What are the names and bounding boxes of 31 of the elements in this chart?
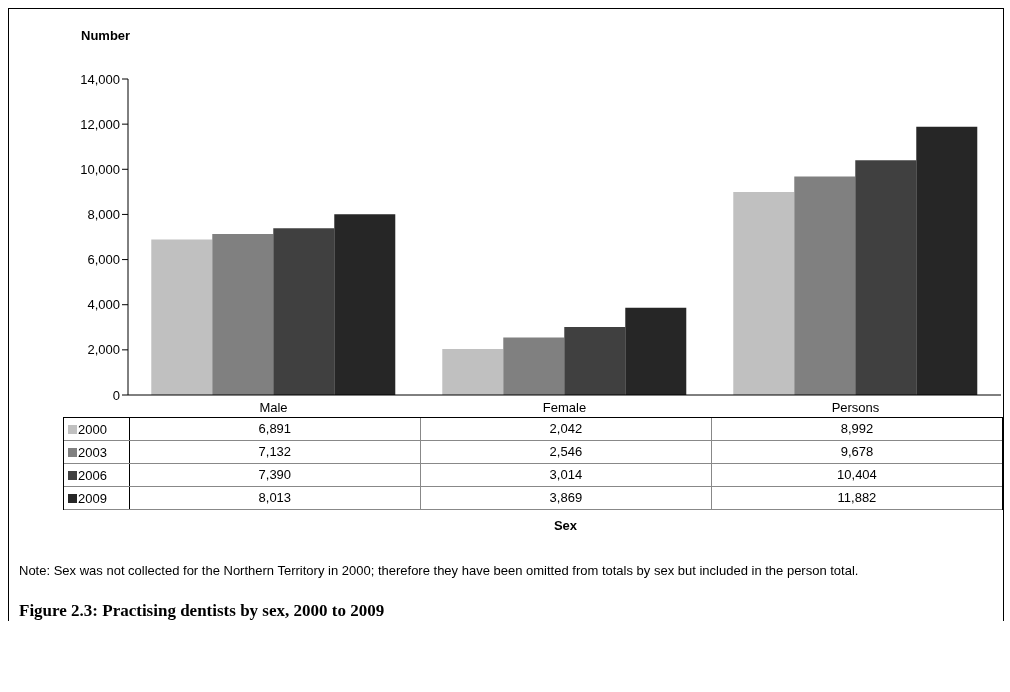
text: Note: Sex was not collected for the Northern Territory in 2000; therefore they have been omitted from totals by sex but included in the person total. bbox=[19, 562, 860, 580]
legend-label: 2000 bbox=[78, 421, 107, 437]
data-label: 9,678 bbox=[839, 443, 875, 461]
legend-label: 2006 bbox=[78, 467, 107, 483]
x-tick-label: Female bbox=[542, 400, 587, 416]
data-label: 8,013 bbox=[129, 487, 421, 509]
data-label: 3,869 bbox=[420, 487, 712, 509]
y-tick-label: 8,000 bbox=[87, 207, 120, 223]
legend-label: 2009 bbox=[78, 490, 107, 506]
y-tick-label: 14,000 bbox=[80, 71, 120, 87]
data-label: 3,014 bbox=[420, 464, 712, 486]
data-label: 10,404 bbox=[836, 466, 878, 484]
data-label: 7,390 bbox=[129, 464, 421, 486]
data-label: 7,132 bbox=[129, 441, 421, 463]
y-tick-label: 10,000 bbox=[80, 161, 120, 177]
data-label: 2,042 bbox=[420, 418, 712, 440]
y-tick-label: 6,000 bbox=[87, 252, 120, 268]
data-label: 6,891 bbox=[129, 418, 421, 440]
y-tick-label: 2,000 bbox=[87, 342, 120, 358]
x-tick-label: Male bbox=[259, 400, 288, 416]
y-tick-label: 0 bbox=[112, 387, 120, 403]
legend-label: 2003 bbox=[78, 444, 107, 460]
y-tick-label: 4,000 bbox=[87, 297, 120, 313]
text: Sex bbox=[552, 518, 579, 533]
data-label: 11,882 bbox=[836, 489, 878, 507]
y-axis-title: Number bbox=[81, 28, 131, 43]
data-label: 8,992 bbox=[839, 420, 875, 438]
y-tick-label: 12,000 bbox=[80, 116, 120, 132]
x-tick-label: Persons bbox=[831, 400, 880, 416]
data-label: 2,546 bbox=[420, 441, 712, 463]
text: Figure 2.3: Practising dentists by sex, 2000 to 2009 bbox=[19, 601, 386, 621]
